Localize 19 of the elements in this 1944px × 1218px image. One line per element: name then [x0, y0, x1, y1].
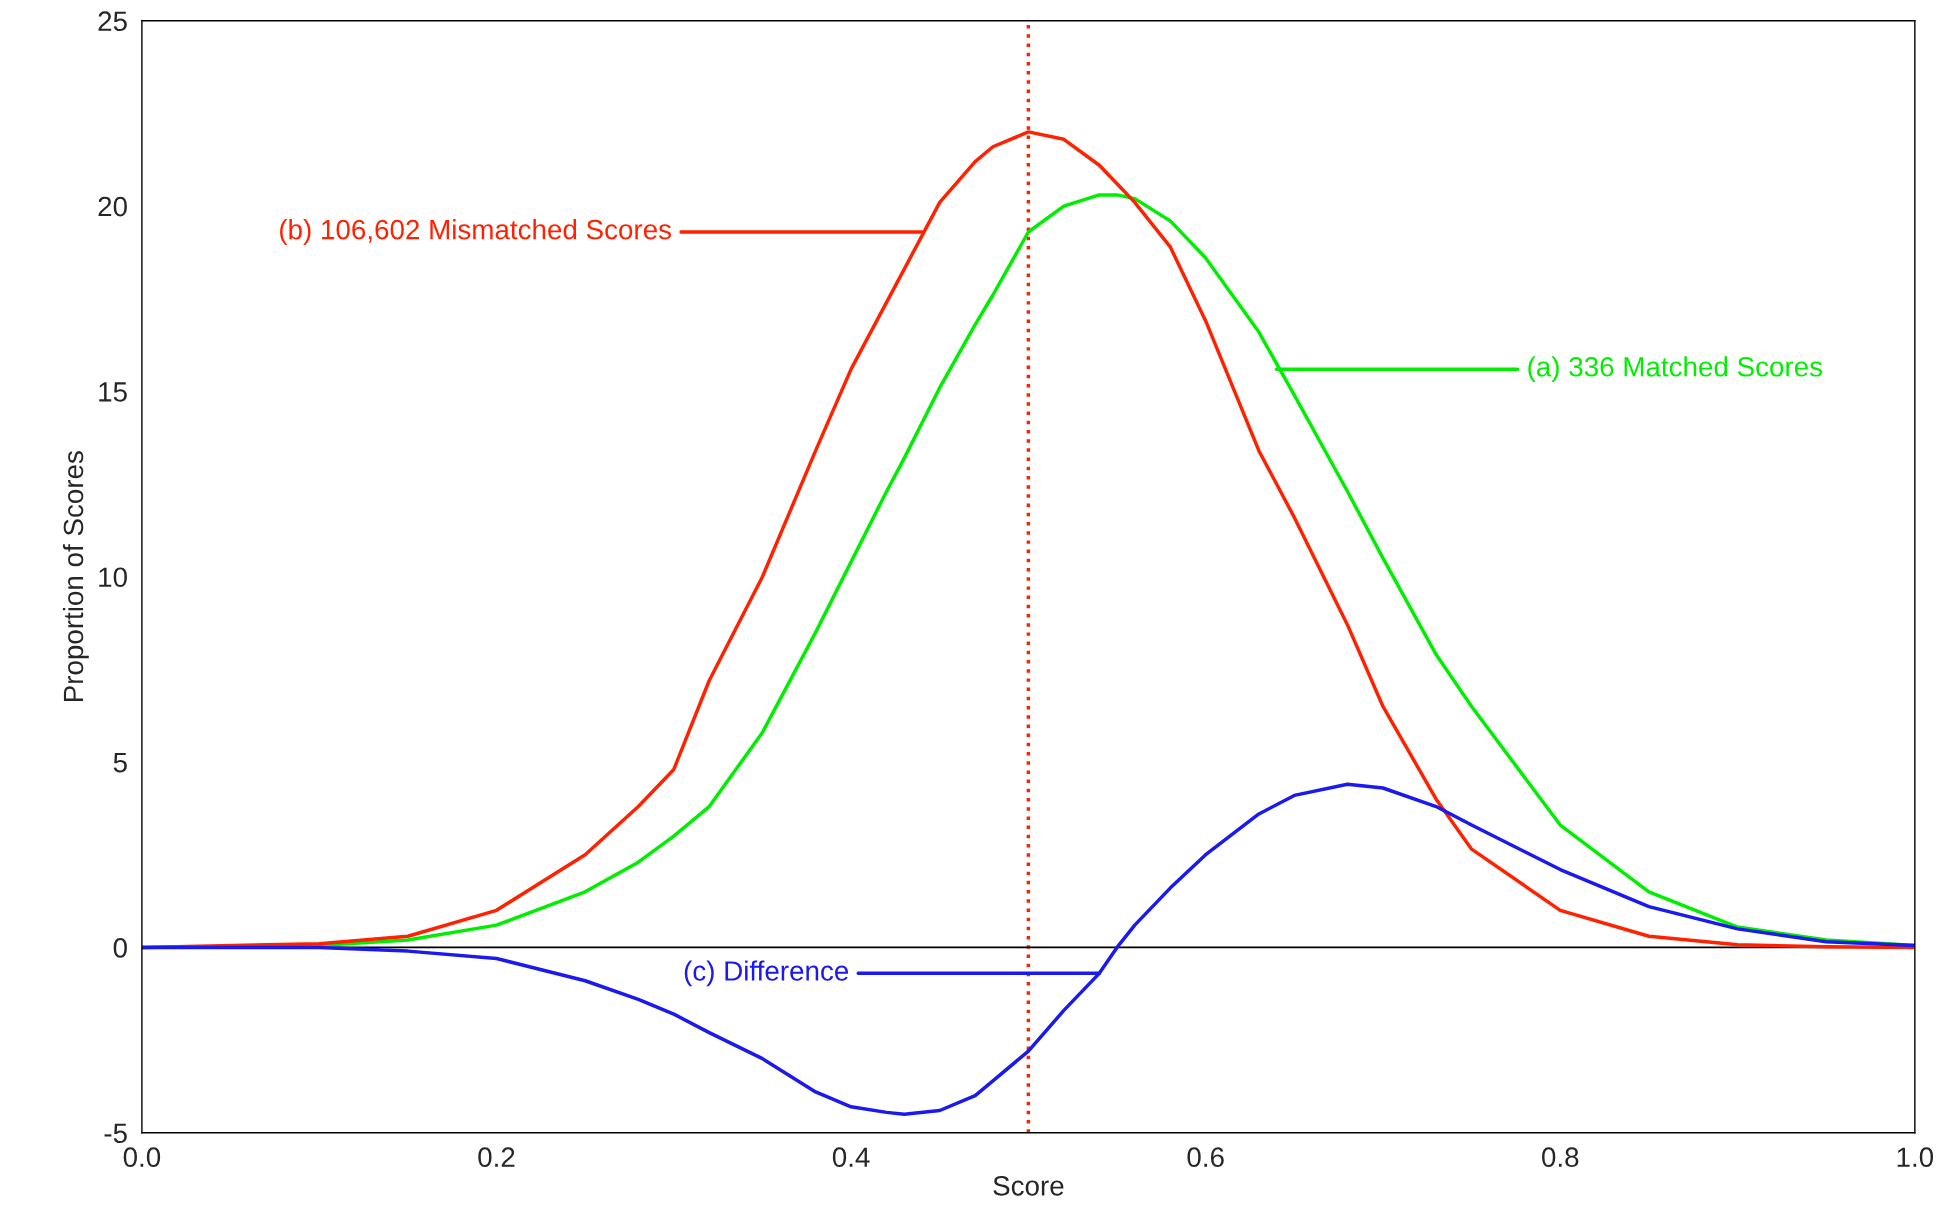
line-series [141, 782, 1915, 1116]
y-tick-label: 5 [113, 753, 127, 773]
x-axis-title: Score [993, 1176, 1064, 1196]
x-tick-label: 1.0 [1897, 1147, 1934, 1168]
x-tick-label: 0.2 [478, 1147, 515, 1168]
y-tick-label: 15 [99, 382, 127, 402]
annotation: (b) 106,602 Mismatched Scores [280, 219, 672, 245]
x-tick-label: 0.8 [1542, 1147, 1579, 1168]
annotation: (a) 336 Matched Scores [1528, 356, 1823, 383]
annotation: (c) Difference [684, 960, 849, 987]
x-tick-label: 0.0 [123, 1147, 161, 1168]
y-tick-label: 10 [99, 567, 127, 588]
y-tick-label: 0 [113, 938, 127, 958]
y-tick-label: 20 [98, 196, 127, 217]
x-tick-label: 0.4 [832, 1147, 870, 1168]
x-tick-label: 0.6 [1187, 1147, 1224, 1168]
y-axis-title: Proportion of Scores [62, 451, 89, 702]
y-tick-label: -5 [104, 1123, 127, 1144]
y-tick-label: 25 [98, 11, 127, 32]
